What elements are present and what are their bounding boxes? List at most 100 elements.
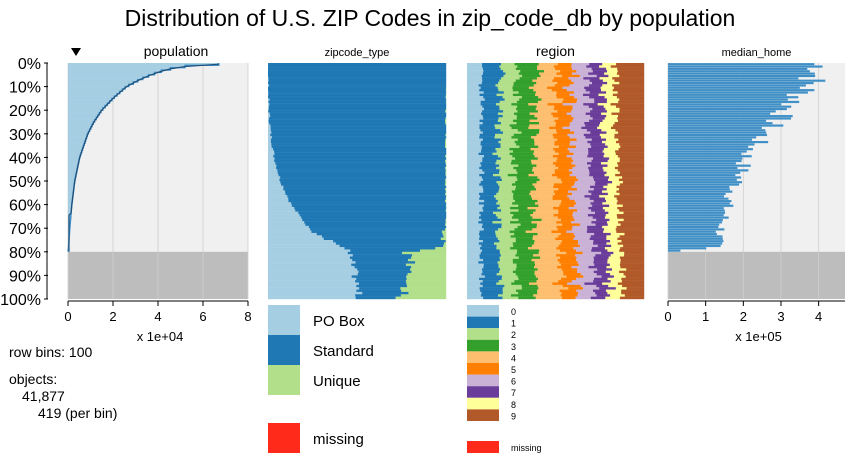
segment-standard	[356, 277, 407, 281]
segment-region-1	[482, 240, 500, 243]
segment-region-2	[492, 211, 511, 215]
segment-region-2	[502, 96, 523, 99]
segment-region-2	[499, 164, 519, 168]
segment-region-4	[534, 240, 563, 243]
data-bar	[668, 157, 743, 160]
segment-region-7	[591, 249, 608, 252]
segment-region-8	[604, 96, 618, 99]
segment-region-3	[513, 133, 537, 137]
x-tick-label: 2	[740, 309, 747, 324]
segment-region-2	[494, 242, 513, 245]
segment-region-7	[589, 84, 603, 87]
segment-region-2	[496, 93, 514, 97]
segment-region-1	[480, 143, 501, 146]
segment-region-0	[467, 169, 483, 172]
segment-po-box	[268, 280, 356, 283]
segment-region-9	[612, 124, 645, 127]
segment-region-6	[575, 202, 591, 205]
segment-standard	[273, 147, 447, 151]
segment-region-8	[608, 284, 623, 288]
segment-region-4	[531, 159, 557, 163]
segment-po-box	[268, 185, 284, 189]
segment-po-box	[268, 197, 289, 201]
segment-po-box	[268, 237, 324, 241]
data-bar	[668, 207, 724, 210]
segment-region-5	[556, 129, 571, 132]
segment-region-2	[495, 232, 515, 236]
segment-region-8	[603, 105, 617, 109]
segment-region-3	[520, 70, 545, 73]
data-bar	[68, 114, 98, 118]
segment-region-2	[505, 72, 519, 75]
segment-unique	[445, 178, 447, 182]
segment-region-4	[532, 169, 555, 172]
segment-region-2	[499, 258, 514, 262]
segment-region-7	[588, 150, 603, 153]
segment-po-box	[268, 235, 323, 238]
segment-po-box	[268, 136, 273, 139]
segment-region-1	[478, 152, 493, 156]
legend-region: 0 12 34 5 67 89 missing	[467, 305, 542, 453]
legend-label: Standard	[313, 343, 374, 360]
segment-region-2	[496, 282, 512, 286]
segment-region-4	[543, 70, 561, 73]
segment-region-1	[480, 251, 501, 255]
segment-region-9	[619, 192, 645, 196]
segment-region-3	[515, 254, 534, 257]
data-bar	[68, 188, 74, 191]
segment-region-6	[571, 162, 588, 165]
segment-region-2	[500, 157, 516, 160]
data-bar	[68, 171, 77, 175]
segment-region-5	[557, 81, 574, 85]
segment-region-1	[481, 273, 497, 276]
segment-standard	[276, 166, 446, 170]
segment-region-0	[467, 112, 482, 116]
segment-region-5	[552, 162, 572, 165]
legend-swatch-missing	[467, 441, 499, 453]
segment-region-3	[511, 136, 532, 139]
segment-region-2	[496, 247, 511, 250]
segment-region-1	[484, 275, 503, 278]
segment-standard	[274, 150, 447, 153]
segment-region-4	[533, 84, 555, 87]
segment-standard	[285, 192, 446, 196]
segment-region-1	[482, 122, 502, 125]
data-bar	[68, 100, 110, 104]
segment-unique	[445, 209, 447, 212]
segment-region-1	[481, 268, 501, 271]
segment-region-8	[600, 136, 615, 139]
segment-region-1	[482, 270, 500, 274]
legend-zipcode-type: PO Box Standard Unique missing	[268, 305, 374, 453]
segment-standard	[271, 143, 446, 146]
segment-region-3	[513, 214, 531, 217]
segment-po-box	[268, 214, 300, 217]
segment-region-4	[535, 275, 567, 278]
segment-region-5	[560, 242, 578, 245]
segment-region-8	[603, 230, 617, 234]
segment-region-5	[553, 107, 573, 111]
segment-region-9	[619, 270, 645, 274]
panel-title-region: region	[536, 43, 575, 59]
segment-region-3	[515, 79, 533, 83]
data-bar	[68, 147, 83, 151]
segment-unique	[420, 249, 447, 252]
segment-region-0	[467, 270, 483, 274]
segment-region-4	[535, 93, 557, 97]
segment-standard	[268, 70, 447, 73]
segment-region-5	[556, 96, 575, 99]
data-bar	[668, 171, 741, 174]
segment-region-9	[615, 129, 645, 132]
segment-region-9	[618, 147, 645, 151]
data-bar	[68, 112, 100, 116]
segment-region-9	[619, 235, 645, 238]
segment-standard	[351, 275, 407, 278]
segment-unique	[445, 188, 447, 191]
data-bar	[668, 218, 723, 221]
segment-region-8	[602, 166, 616, 170]
segment-po-box	[268, 270, 359, 274]
segment-region-8	[601, 129, 616, 132]
segment-region-2	[503, 70, 521, 73]
x-scale-label: x 1e+05	[735, 329, 782, 344]
data-bar	[68, 178, 75, 182]
segment-region-4	[532, 228, 558, 231]
